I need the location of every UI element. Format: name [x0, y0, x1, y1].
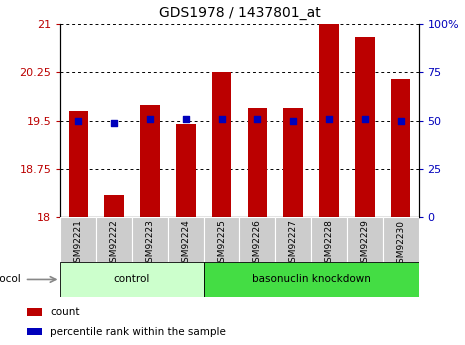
Text: GSM92223: GSM92223 [146, 220, 154, 268]
Text: control: control [114, 275, 150, 284]
Title: GDS1978 / 1437801_at: GDS1978 / 1437801_at [159, 6, 320, 20]
Point [218, 116, 225, 121]
Text: GSM92228: GSM92228 [325, 220, 333, 268]
Bar [247, 108, 267, 217]
Text: GSM92222: GSM92222 [110, 220, 119, 268]
Bar [239, 217, 275, 262]
Bar [27, 328, 42, 335]
Bar [311, 217, 347, 262]
Bar [391, 79, 411, 217]
Bar [319, 24, 339, 217]
Text: GSM92227: GSM92227 [289, 220, 298, 268]
Bar [275, 217, 311, 262]
Bar [355, 37, 375, 217]
Bar [204, 262, 418, 297]
Bar [60, 217, 96, 262]
Point [146, 116, 153, 121]
Bar [383, 217, 418, 262]
Text: GSM92226: GSM92226 [253, 220, 262, 268]
Text: basonuclin knockdown: basonuclin knockdown [252, 275, 371, 284]
Bar [283, 108, 303, 217]
Point [361, 116, 368, 121]
Bar [132, 217, 168, 262]
Bar [168, 217, 204, 262]
Point [326, 116, 333, 121]
Text: count: count [51, 307, 80, 317]
Point [397, 118, 405, 124]
Text: percentile rank within the sample: percentile rank within the sample [51, 327, 226, 336]
Text: GSM92225: GSM92225 [217, 220, 226, 268]
Text: GSM92224: GSM92224 [181, 220, 190, 268]
Bar [60, 262, 204, 297]
Text: GSM92229: GSM92229 [360, 220, 369, 268]
Bar [212, 72, 232, 217]
Point [111, 120, 118, 126]
Bar [347, 217, 383, 262]
Text: GSM92221: GSM92221 [74, 220, 83, 268]
Point [289, 118, 297, 124]
Bar [27, 308, 42, 316]
Bar [176, 124, 196, 217]
Bar [68, 111, 88, 217]
Bar [104, 195, 124, 217]
Text: GSM92230: GSM92230 [396, 220, 405, 269]
Point [74, 118, 82, 124]
Bar [140, 105, 160, 217]
Text: protocol: protocol [0, 275, 21, 284]
Point [182, 116, 190, 121]
Bar [204, 217, 239, 262]
Point [254, 116, 261, 121]
Bar [96, 217, 132, 262]
